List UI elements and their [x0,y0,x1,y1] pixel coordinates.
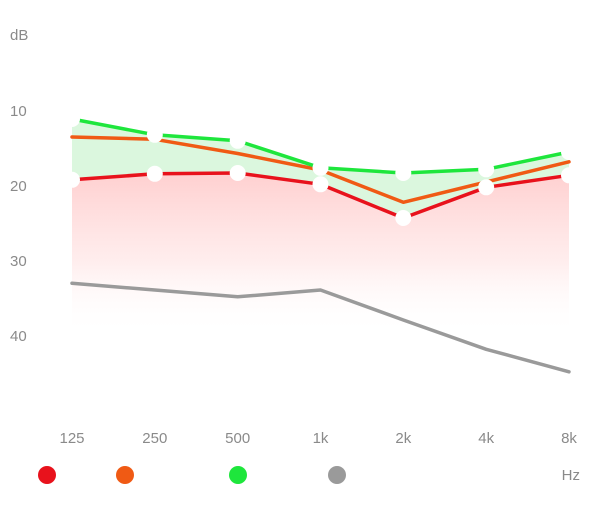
data-point-marker [312,159,329,176]
legend-swatch [328,466,346,484]
y-tick-label: 10 [10,103,27,120]
data-point-marker [64,171,80,188]
legend-swatch [38,466,56,484]
x-tick-label: 8k [561,430,577,447]
x-tick-label: 250 [142,430,167,447]
legend-swatch [229,466,247,484]
y-tick-label: 30 [10,253,27,270]
x-axis-unit: Hz [562,467,580,484]
y-tick-label: 20 [10,178,27,195]
x-tick-layer: 125 250 500 1k 2k 4k 8k [59,430,577,447]
x-tick-label: 4k [478,430,494,447]
data-point-marker [146,126,163,143]
x-tick-label: 2k [395,430,411,447]
data-point-marker [395,165,412,181]
band-layer [72,119,569,335]
x-tick-label: 500 [225,430,250,447]
series-line [70,281,571,374]
data-point-marker [478,161,495,178]
y-tick-label: 40 [10,328,27,345]
data-point-marker [561,167,577,184]
legend-swatch [116,466,134,484]
x-tick-label: 1k [313,430,329,447]
data-point-marker [146,165,163,182]
y-axis-label: dB [10,27,28,44]
data-point-marker [395,210,412,226]
data-point-marker [561,144,577,160]
marker-layer [64,111,577,226]
x-tick-label: 125 [59,430,84,447]
data-point-marker [478,179,495,196]
data-point-marker [229,165,246,181]
red-fill-band [72,173,569,335]
legend [38,466,346,484]
data-point-marker [312,176,329,193]
data-point-marker [64,111,80,127]
data-point-marker [229,132,246,149]
